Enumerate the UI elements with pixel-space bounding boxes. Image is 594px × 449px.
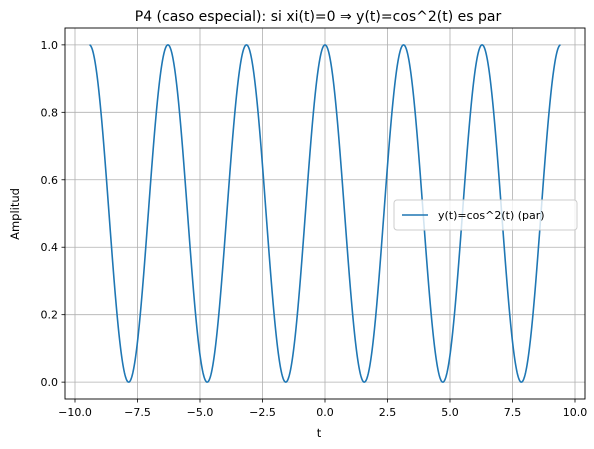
x-tick-label: 2.5 bbox=[379, 406, 397, 419]
x-tick-label: −2.5 bbox=[249, 406, 276, 419]
x-tick-label: −7.5 bbox=[124, 406, 151, 419]
series-layer bbox=[89, 44, 561, 383]
series-line-0 bbox=[89, 44, 561, 383]
chart-title: P4 (caso especial): si xi(t)=0 ⇒ y(t)=co… bbox=[135, 9, 502, 25]
legend-entry-label: y(t)=cos^2(t) (par) bbox=[438, 209, 545, 222]
x-tick-label: −5.0 bbox=[187, 406, 214, 419]
y-tick-label: 1.0 bbox=[41, 39, 59, 52]
y-tick-label: 0.2 bbox=[41, 309, 59, 322]
x-axis: −10.0 −7.5 −5.0 −2.5 0.0 2.5 5.0 7.5 10.0 bbox=[58, 399, 587, 419]
y-tick-label: 0.4 bbox=[41, 241, 59, 254]
y-tick-label: 0.8 bbox=[41, 106, 59, 119]
x-tick-label: 5.0 bbox=[441, 406, 459, 419]
y-axis: 0.0 0.2 0.4 0.6 0.8 1.0 bbox=[41, 39, 65, 389]
legend-box bbox=[393, 199, 578, 231]
y-axis-label: Amplitud bbox=[8, 188, 22, 240]
x-tick-label: −10.0 bbox=[58, 406, 92, 419]
y-tick-label: 0.6 bbox=[41, 174, 59, 187]
x-tick-label: 10.0 bbox=[563, 406, 588, 419]
y-tick-label: 0.0 bbox=[41, 376, 59, 389]
legend: y(t)=cos^2(t) (par) bbox=[393, 199, 578, 231]
x-axis-label: t bbox=[317, 426, 322, 440]
x-tick-label: 0.0 bbox=[316, 406, 334, 419]
x-tick-label: 7.5 bbox=[504, 406, 522, 419]
